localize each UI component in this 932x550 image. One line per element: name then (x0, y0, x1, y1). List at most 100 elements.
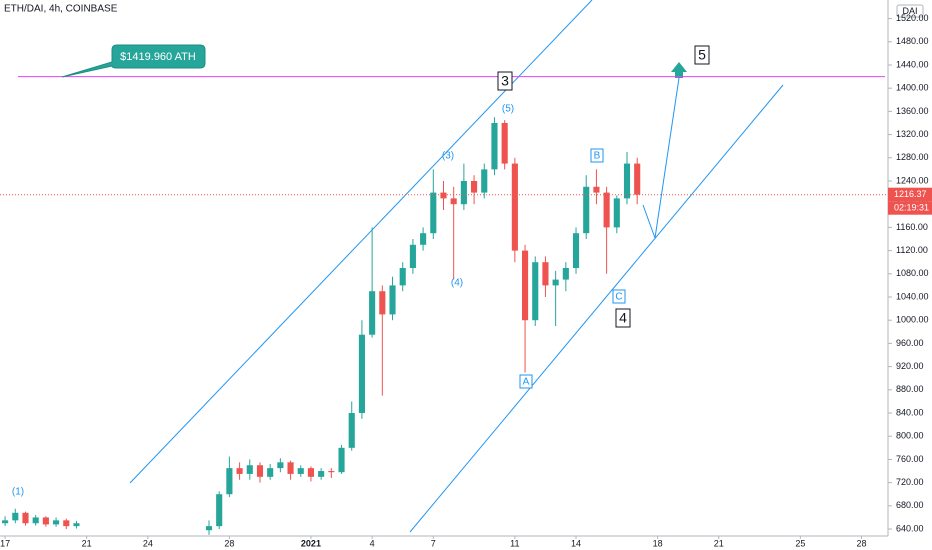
y-tick-label: 1320.00 (896, 129, 929, 139)
candle-body (32, 517, 39, 524)
channel-upper (129, 0, 593, 484)
candle-body (399, 268, 406, 286)
candle-body (501, 122, 508, 164)
y-tick-label: 840.00 (896, 407, 924, 417)
candle-body (73, 523, 80, 527)
candle-body (481, 169, 488, 193)
y-tick-label: 880.00 (896, 384, 924, 394)
candle-body (511, 163, 518, 251)
candle-body (297, 468, 304, 474)
wave-box (694, 45, 710, 65)
candle-body (379, 291, 386, 315)
candle-body (450, 198, 457, 205)
candle-body (471, 180, 478, 193)
candle-body (318, 471, 325, 477)
candle-body (22, 512, 29, 524)
candle-body (216, 494, 223, 527)
x-tick-label: 21 (714, 538, 724, 548)
y-tick-label: 1520.00 (896, 13, 929, 23)
x-tick-label: 11 (510, 538, 519, 548)
candle-body (2, 520, 9, 524)
candle-body (603, 192, 610, 228)
wave-label: (1) (12, 487, 24, 498)
arrow-head (671, 62, 687, 78)
candle-body (532, 262, 539, 321)
y-tick-label: 1160.00 (896, 222, 928, 232)
y-tick-label: 760.00 (896, 454, 924, 464)
x-tick-label: 7 (431, 538, 436, 548)
wave-label: 5 (698, 47, 706, 63)
candle-body (623, 163, 631, 199)
candle-body (328, 471, 335, 473)
last-price-label: 1216.37 (894, 189, 927, 199)
wave-box (615, 308, 631, 328)
currency: DAI (902, 6, 917, 16)
y-tick-label: 960.00 (896, 338, 924, 348)
y-tick-label: 1280.00 (896, 152, 929, 162)
candle-body (491, 122, 498, 170)
channel-lower (409, 84, 784, 533)
candle-body (389, 285, 396, 315)
y-tick-label: 1480.00 (896, 36, 929, 46)
candle-body (307, 468, 315, 477)
y-tick-label: 920.00 (896, 361, 924, 371)
wave-box (497, 71, 513, 91)
wave-label: 4 (619, 310, 627, 326)
candle-body (420, 233, 427, 245)
candle-body (256, 465, 264, 477)
y-tick-label: 800.00 (896, 431, 924, 441)
ath-callout (61, 44, 206, 78)
wave-label: (3) (442, 151, 454, 162)
candle-body (593, 186, 600, 193)
ath-label: $1419.960 ATH (120, 51, 196, 63)
y-tick-label: 1040.00 (896, 291, 929, 301)
candle-body (440, 192, 447, 199)
x-tick-label: 28 (856, 538, 866, 548)
wave-label: B (594, 151, 601, 162)
y-tick-label: 1440.00 (896, 59, 929, 69)
candle-body (634, 163, 641, 195)
candle-body (552, 279, 559, 286)
wave-label: (4) (451, 278, 463, 289)
x-tick-label: 17 (0, 538, 10, 548)
y-tick-label: 1080.00 (896, 268, 929, 278)
candle-body (572, 233, 580, 268)
y-tick-label: 1360.00 (896, 106, 929, 116)
plot-area (2, 0, 885, 535)
x-tick-label: 18 (653, 538, 663, 548)
candle-body (226, 468, 233, 495)
candle-body (236, 468, 243, 474)
candle-body (205, 526, 213, 531)
y-tick-label: 1240.00 (896, 175, 929, 185)
last-price-box (888, 187, 932, 202)
candle-body (287, 462, 294, 474)
y-tick-label: 640.00 (896, 523, 924, 533)
y-tick-label: 720.00 (896, 477, 924, 487)
y-tick-label: 680.00 (896, 500, 924, 510)
y-tick-label: 1000.00 (896, 315, 929, 325)
candle-body (460, 180, 467, 205)
x-tick-label: 24 (143, 538, 153, 548)
candle-body (369, 291, 376, 335)
candle-body (42, 517, 49, 525)
wave-box (590, 148, 604, 163)
wave-label: (5) (502, 104, 514, 115)
candle-body (430, 192, 437, 234)
candle-body (521, 250, 529, 321)
wave-label: 3 (501, 73, 509, 89)
y-tick-label: 1400.00 (896, 83, 929, 93)
candle-body (338, 447, 345, 473)
candle-body (409, 244, 416, 268)
x-tick-label: 21 (82, 538, 92, 548)
x-tick-label: 14 (571, 538, 581, 548)
candle-body (12, 512, 19, 521)
candle-body (277, 462, 284, 469)
candle-body (583, 186, 590, 234)
countdown-label: 02:19:31 (894, 203, 929, 213)
x-tick-label: 2021 (301, 538, 321, 548)
candle-body (53, 520, 60, 525)
x-tick-label: 25 (795, 538, 805, 548)
candle-body (246, 465, 253, 474)
wave-box (519, 374, 533, 389)
